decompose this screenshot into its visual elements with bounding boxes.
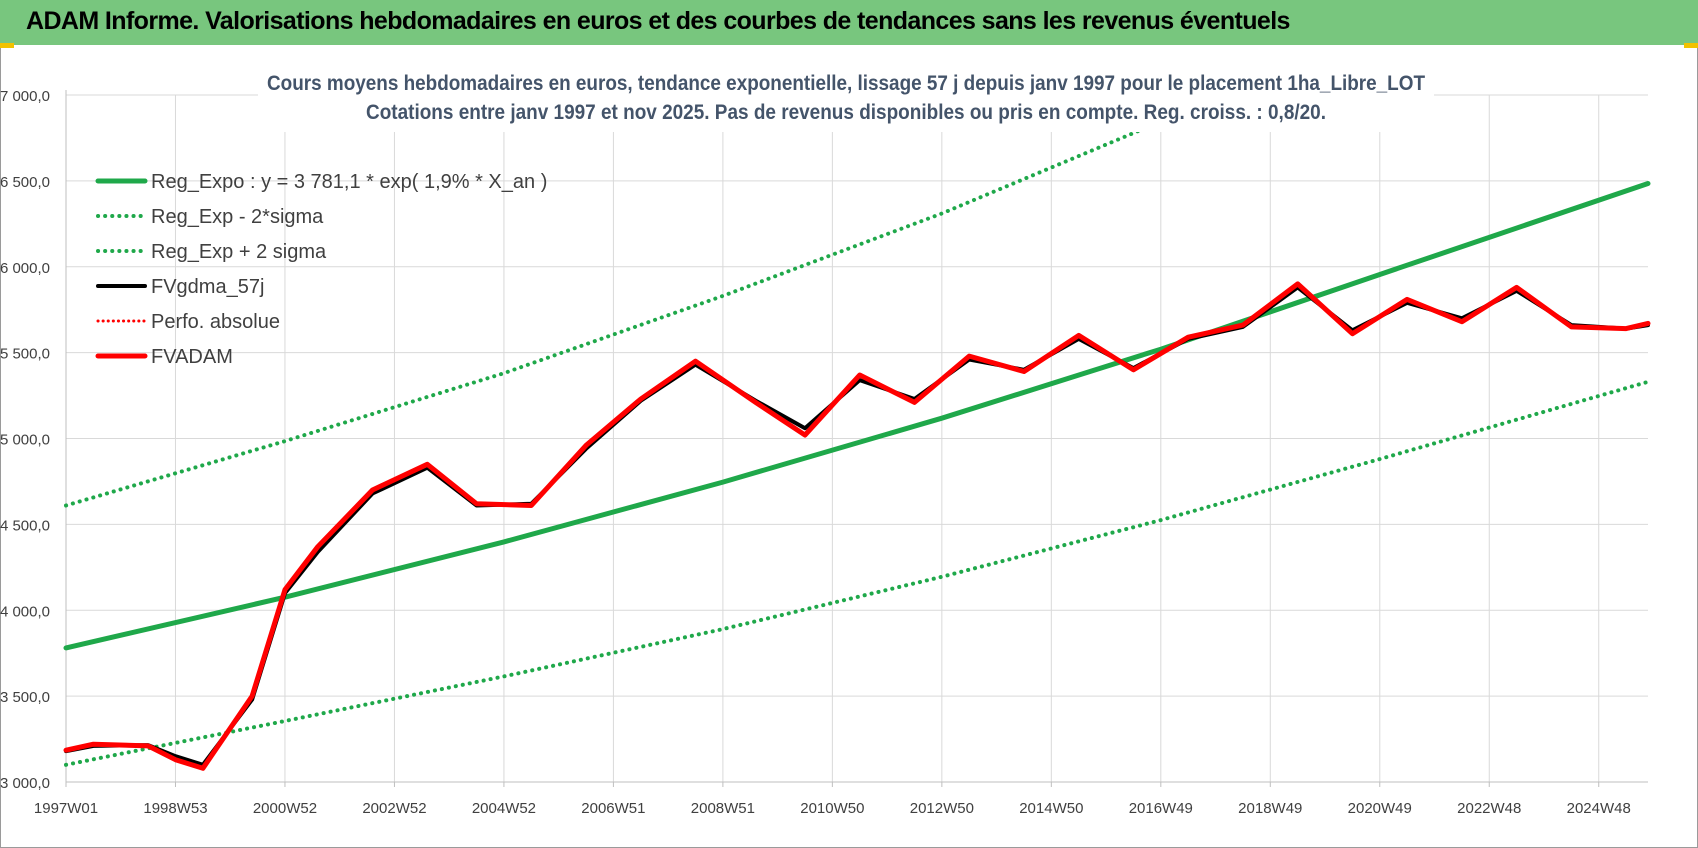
chart-title-box [258,62,1434,132]
series-line-0 [63,181,1651,651]
series-line-3 [64,285,1650,767]
corner-marker-right [1684,43,1698,48]
legend-label-0: Reg_Expo : y = 3 781,1 * exp( 1,9% * X_a… [151,171,547,193]
y-tick-label-3: 4 500,0 [0,517,50,534]
y-tick-label-2: 4 000,0 [0,603,50,620]
x-tick-label-14: 2024W48 [1567,800,1631,817]
y-tick-label-6: 6 000,0 [0,260,50,277]
x-tick-label-4: 2004W52 [472,800,536,817]
header-bar: ADAM Informe. Valorisations hebdomadaire… [0,0,1698,45]
y-tick-label-1: 3 500,0 [0,689,50,706]
series-line-4 [64,282,1650,770]
x-tick-label-9: 2014W50 [1019,800,1083,817]
series-line-1 [64,379,1650,767]
corner-marker-left [0,43,14,48]
x-tick-label-8: 2012W50 [910,800,974,817]
page-title: ADAM Informe. Valorisations hebdomadaire… [26,7,1290,35]
x-tick-label-2: 2000W52 [253,800,317,817]
legend-label-1: Reg_Exp - 2*sigma [151,206,324,228]
x-tick-label-0: 1997W01 [34,800,98,817]
x-tick-label-6: 2008W51 [691,800,755,817]
x-tick-label-1: 1998W53 [143,800,207,817]
x-tick-label-11: 2018W49 [1238,800,1302,817]
y-tick-label-0: 3 000,0 [0,775,50,792]
legend-label-4: Perfo. absolue [151,311,280,333]
x-tick-label-12: 2020W49 [1348,800,1412,817]
legend-label-5: FVADAM [151,346,233,368]
y-tick-label-4: 5 000,0 [0,432,50,449]
x-tick-label-3: 2002W52 [362,800,426,817]
x-tick-label-10: 2016W49 [1129,800,1193,817]
legend-label-3: FVgdma_57j [151,276,264,298]
y-tick-label-7: 6 500,0 [0,174,50,191]
y-tick-label-8: 7 000,0 [0,88,50,105]
chart-title-line-0: Cours moyens hebdomadaires en euros, ten… [267,72,1425,95]
x-tick-label-13: 2022W48 [1457,800,1521,817]
y-tick-label-5: 5 500,0 [0,346,50,363]
chart-title-line-1: Cotations entre janv 1997 et nov 2025. P… [366,101,1326,124]
x-tick-label-7: 2010W50 [800,800,864,817]
series-line-2 [64,93,1229,508]
legend-label-2: Reg_Exp + 2 sigma [151,241,327,263]
x-tick-label-5: 2006W51 [581,800,645,817]
